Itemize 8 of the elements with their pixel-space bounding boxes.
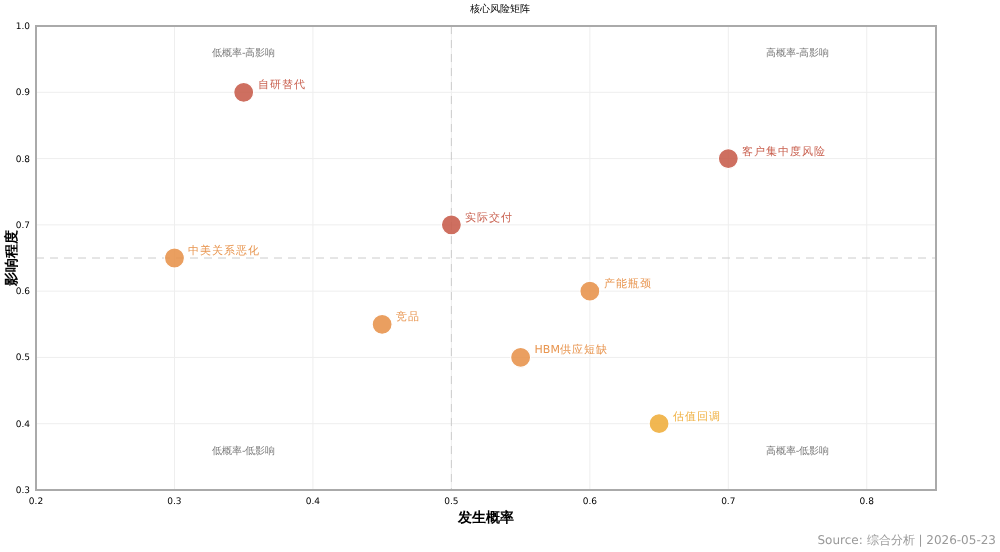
point [510,346,532,369]
point [648,413,670,435]
point [163,247,186,269]
point [233,81,255,103]
point [717,147,739,170]
point [579,280,601,302]
point [440,214,462,236]
point [371,313,393,335]
